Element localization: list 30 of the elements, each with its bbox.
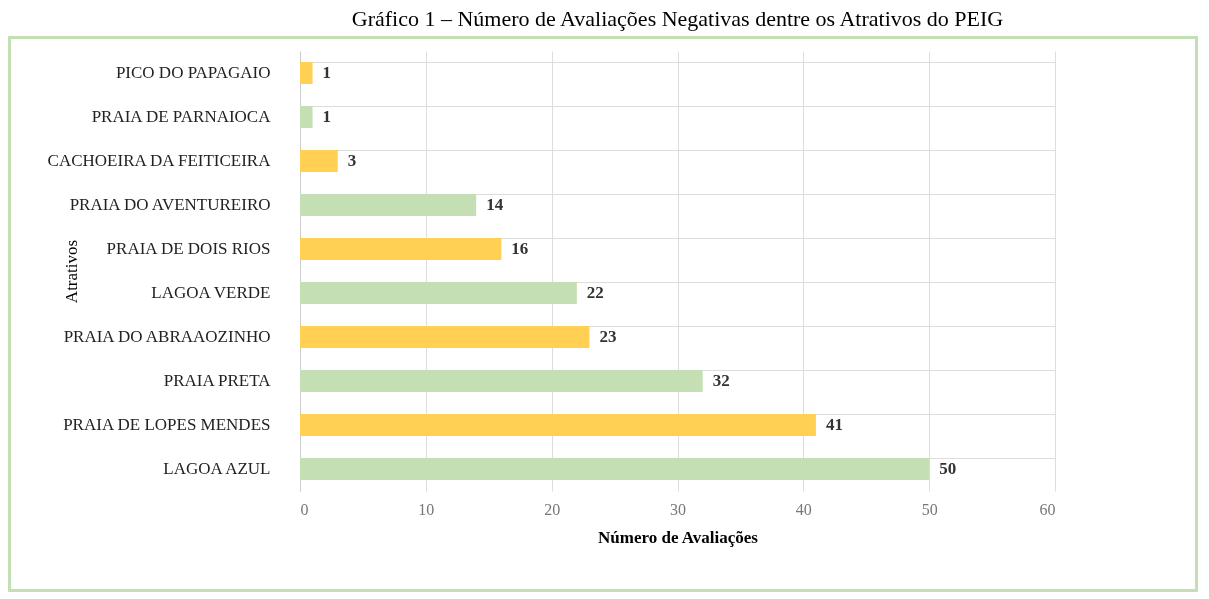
y-tick-label: LAGOA VERDE <box>151 283 271 302</box>
y-tick-label: PRAIA DO ABRAAOZINHO <box>63 327 271 346</box>
y-tick-label: PRAIA DE PARNAIOCA <box>91 107 272 126</box>
x-tick-label: 0 <box>300 500 309 518</box>
x-tick-label: 30 <box>670 500 686 518</box>
data-label: 50 <box>939 459 957 478</box>
x-tick-label: 10 <box>418 500 435 518</box>
x-tick-label: 20 <box>544 500 561 518</box>
y-tick-label: PRAIA DE DOIS RIOS <box>106 239 271 258</box>
y-tick-label: LAGOA AZUL <box>163 459 271 478</box>
data-label: 14 <box>486 195 504 214</box>
x-tick-label: 50 <box>921 500 938 518</box>
data-label: 23 <box>599 327 617 346</box>
y-tick-label: CACHOEIRA DA FEITICEIRA <box>47 151 272 170</box>
chart-title: Gráfico 1 – Número de Avaliações Negativas dentre os Atrativos do PEIG <box>351 6 1004 31</box>
y-tick-label: PRAIA PRETA <box>163 371 272 390</box>
data-label: 1 <box>322 107 332 126</box>
x-tick-label: 40 <box>795 500 812 518</box>
data-label: 41 <box>825 415 843 434</box>
y-tick-label: PRAIA DE LOPES MENDES <box>63 415 271 434</box>
data-label: 16 <box>511 239 529 258</box>
x-tick-label: 60 <box>1039 500 1056 518</box>
data-label: 32 <box>712 371 730 390</box>
data-label: 3 <box>347 151 357 170</box>
y-tick-label: PICO DO PAPAGAIO <box>115 63 271 82</box>
y-axis-title: Atrativos <box>61 239 81 304</box>
y-tick-label: PRAIA DO AVENTUREIRO <box>69 195 271 214</box>
data-label: 22 <box>586 283 604 302</box>
data-label: 1 <box>322 63 332 82</box>
x-axis-title: Número de Avaliações <box>598 527 759 547</box>
